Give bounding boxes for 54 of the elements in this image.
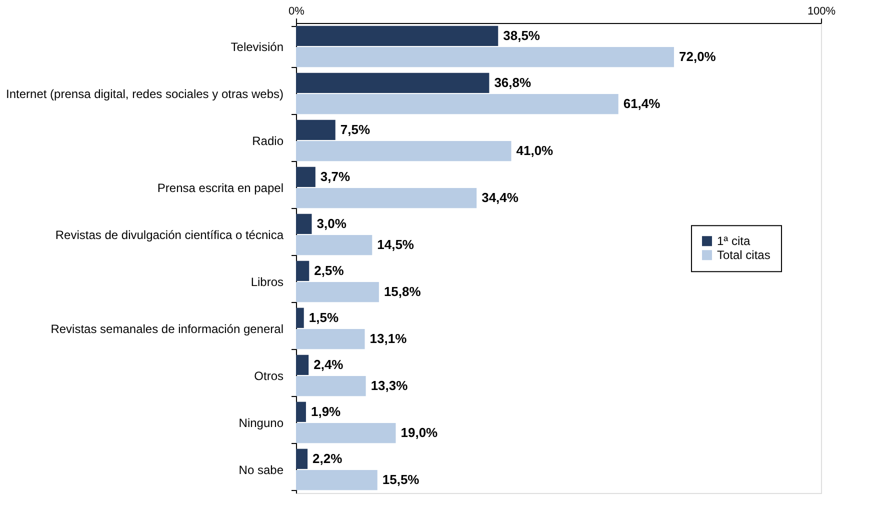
y-tick-label: Otros: [254, 369, 284, 383]
bar: [296, 308, 304, 328]
y-tick-label: Radio: [252, 134, 284, 148]
bar: [296, 260, 310, 281]
data-label: 3,0%: [316, 216, 347, 231]
bar: [296, 354, 309, 375]
bar: [296, 47, 674, 68]
y-tick-label: Revistas de divulgación científica o técnica: [55, 228, 284, 242]
bar: [296, 166, 316, 187]
data-label: 7,5%: [340, 122, 370, 137]
y-tick-label: Televisión: [230, 40, 284, 54]
data-label: 41,0%: [516, 143, 554, 158]
data-label: 1,5%: [308, 310, 339, 325]
data-label: 36,8%: [494, 74, 532, 90]
bar: [296, 26, 498, 46]
bar: [296, 282, 379, 302]
bar: [296, 72, 490, 93]
bar: [296, 423, 396, 444]
bar: [296, 448, 308, 469]
data-label: 2,5%: [314, 262, 344, 278]
data-label: 19,0%: [400, 425, 438, 440]
data-label: 34,4%: [482, 190, 519, 206]
data-label: 3,7%: [320, 168, 350, 184]
bar: [296, 402, 306, 422]
y-tick-label: Internet (prensa digital, redes sociales y otras webs): [6, 87, 284, 101]
data-label: 13,1%: [370, 331, 408, 346]
bar: [296, 120, 336, 140]
legend-label: Total citas: [717, 248, 770, 262]
data-label: 15,8%: [384, 284, 422, 300]
data-label: 2,2%: [312, 450, 343, 466]
data-label: 61,4%: [623, 96, 661, 112]
bar: [296, 94, 618, 114]
data-label: 14,5%: [377, 237, 414, 252]
y-tick-label: Prensa escrita en papel: [157, 181, 284, 195]
x-tick-label: 0%: [288, 6, 305, 18]
bar: [296, 188, 477, 208]
bar: [296, 214, 312, 234]
bar: [296, 329, 365, 350]
y-tick-label: Revistas semanales de información general: [50, 322, 284, 336]
y-tick-label: No sabe: [238, 463, 284, 477]
data-label: 72,0%: [679, 49, 716, 64]
bar: [296, 470, 378, 490]
y-tick-label: Ninguno: [238, 416, 284, 430]
data-label: 38,5%: [503, 28, 540, 43]
legend-label: 1ª cita: [717, 234, 750, 248]
bar: [296, 376, 366, 396]
y-tick-label: Libros: [250, 275, 284, 289]
bar: [296, 141, 512, 162]
data-label: 15,5%: [382, 472, 420, 488]
data-label: 1,9%: [310, 404, 342, 419]
data-label: 2,4%: [314, 356, 344, 372]
bar: [296, 235, 372, 256]
x-tick-label: 100%: [807, 6, 836, 18]
data-label: 13,3%: [370, 378, 408, 394]
